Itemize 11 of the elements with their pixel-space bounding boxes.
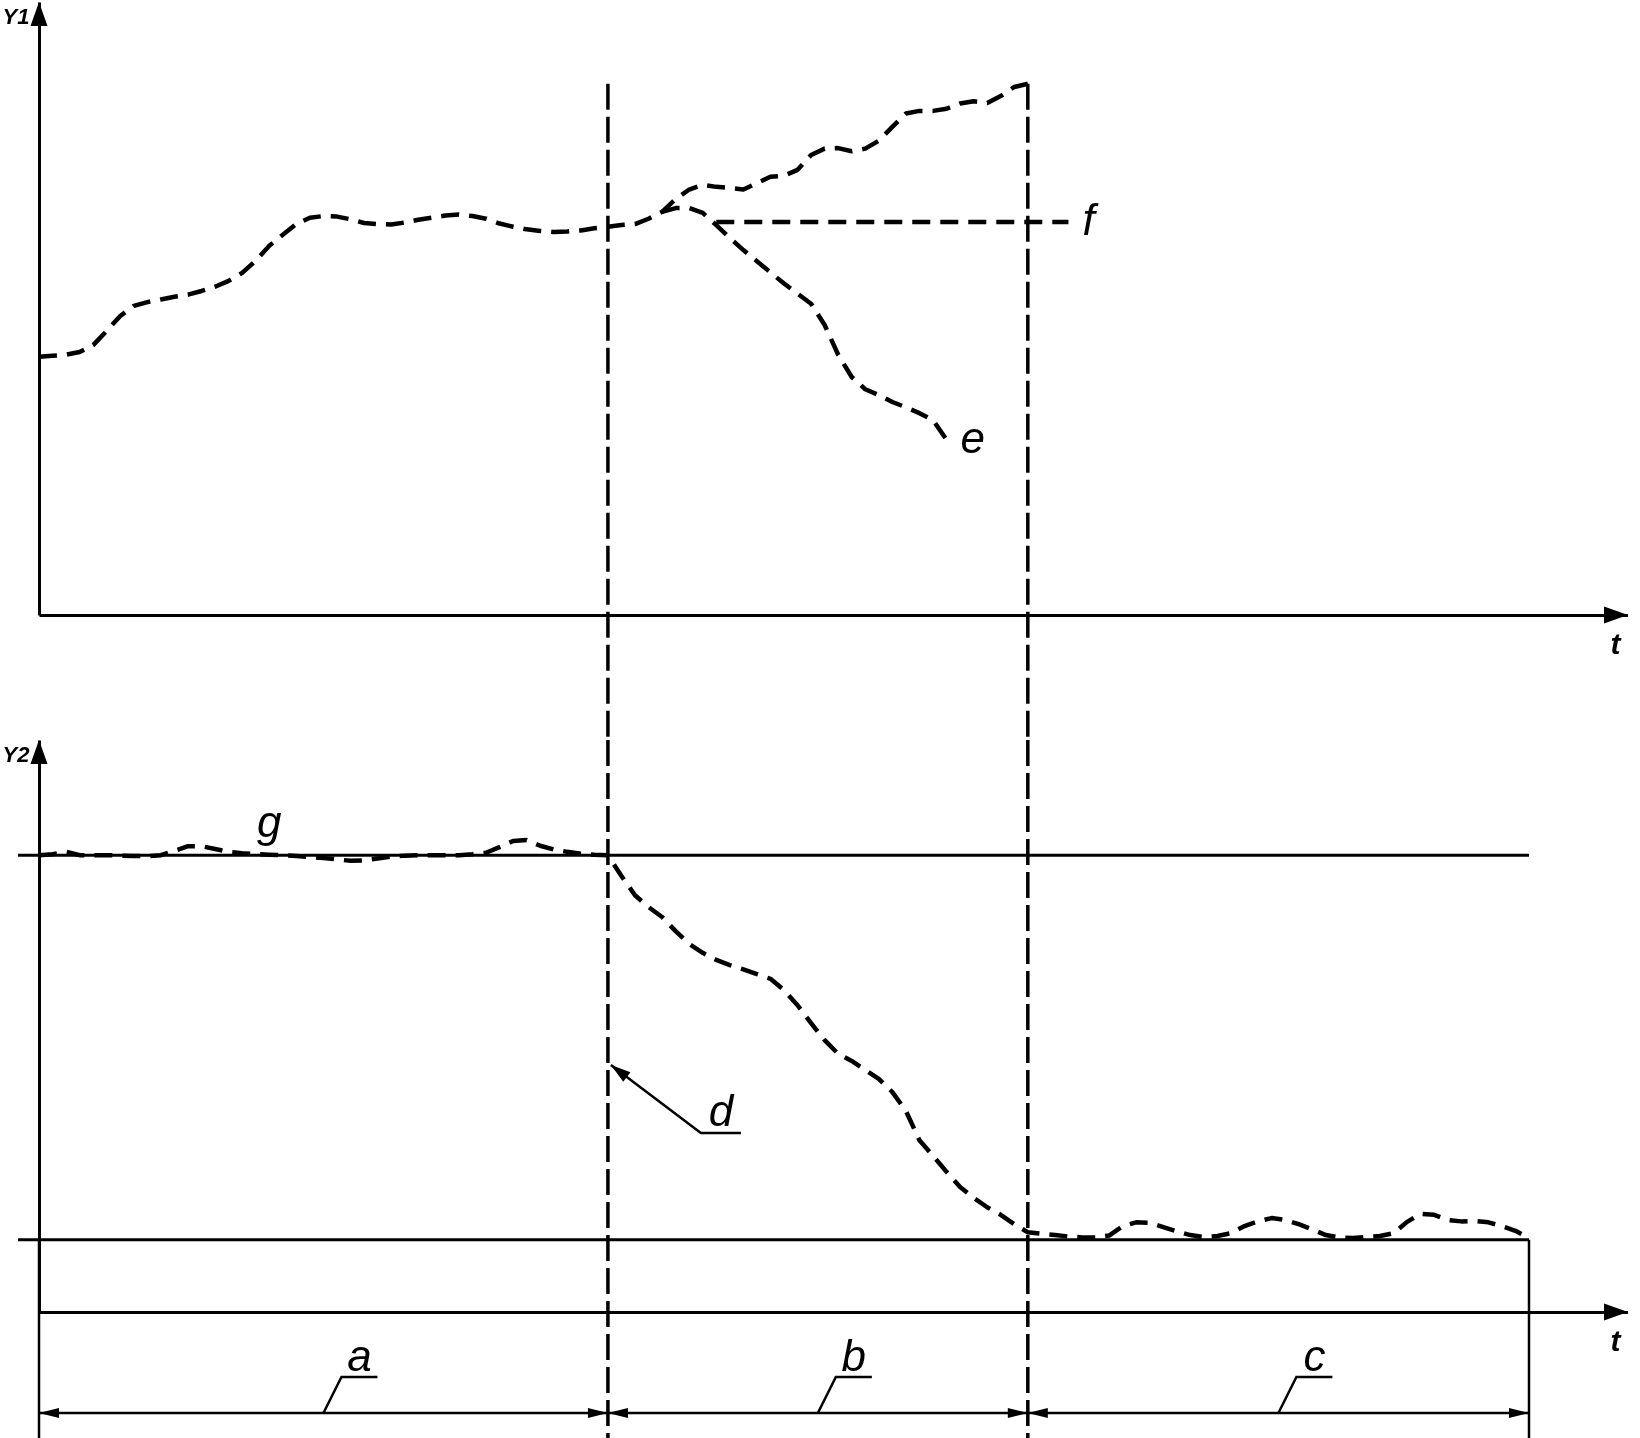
x-axis-title: t <box>1610 1323 1623 1357</box>
series-label: f <box>1082 194 1100 244</box>
annotation: d <box>708 1085 735 1135</box>
text: b <box>841 1331 867 1380</box>
y-axis-title: Y2 <box>2 741 31 767</box>
y-axis-title: Y1 <box>2 3 30 29</box>
x-axis-title: t <box>1610 626 1623 660</box>
series-label: g <box>257 796 283 846</box>
text: a <box>347 1331 372 1380</box>
text: c <box>1303 1331 1326 1380</box>
series-label: e <box>960 412 986 462</box>
